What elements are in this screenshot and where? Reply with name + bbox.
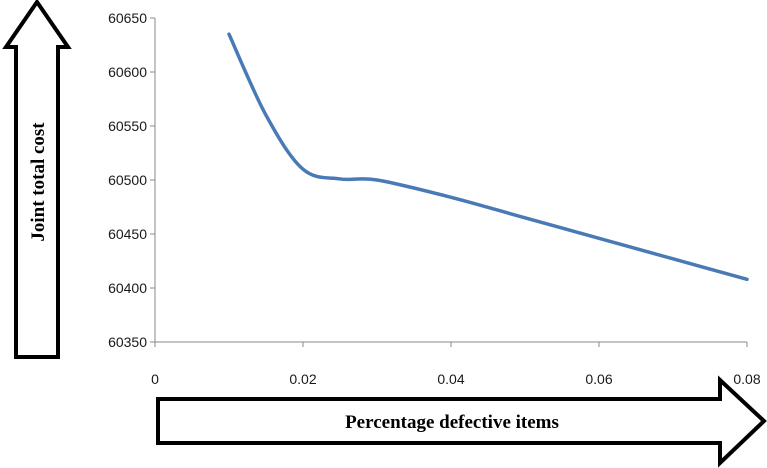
x-tick-label: 0.06	[585, 371, 612, 387]
y-tick-label: 60500	[108, 172, 147, 188]
y-tick-label: 60450	[108, 226, 147, 242]
y-tick-label: 60550	[108, 118, 147, 134]
y-tick-label: 60350	[108, 334, 147, 350]
y-tick-label: 60400	[108, 280, 147, 296]
x-tick-group: 0 0.02 0.04 0.06 0.08	[151, 342, 761, 387]
x-tick-label: 0	[151, 371, 159, 387]
x-tick-label: 0.04	[437, 371, 464, 387]
x-axis-title: Percentage defective items	[345, 412, 559, 433]
x-axis-arrow	[156, 375, 767, 468]
y-axis-arrow	[2, 0, 72, 359]
series-line	[227, 32, 749, 282]
x-tick-label: 0.02	[289, 371, 316, 387]
y-tick-group: 60350 60400 60450 60500 60550 60600 60650	[108, 10, 155, 350]
x-tick-label: 0.08	[733, 371, 760, 387]
y-axis-title: Joint total cost	[28, 122, 49, 242]
y-tick-label: 60650	[108, 10, 147, 26]
series-group	[227, 32, 749, 282]
y-tick-label: 60600	[108, 64, 147, 80]
